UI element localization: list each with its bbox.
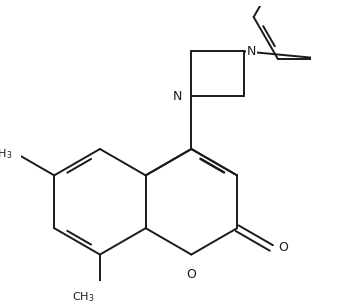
Text: O: O: [278, 241, 288, 254]
Text: CH$_3$: CH$_3$: [72, 290, 95, 304]
Text: O: O: [187, 268, 196, 281]
Text: N: N: [247, 45, 256, 58]
Text: N: N: [172, 90, 182, 103]
Text: CH$_3$: CH$_3$: [0, 147, 12, 161]
